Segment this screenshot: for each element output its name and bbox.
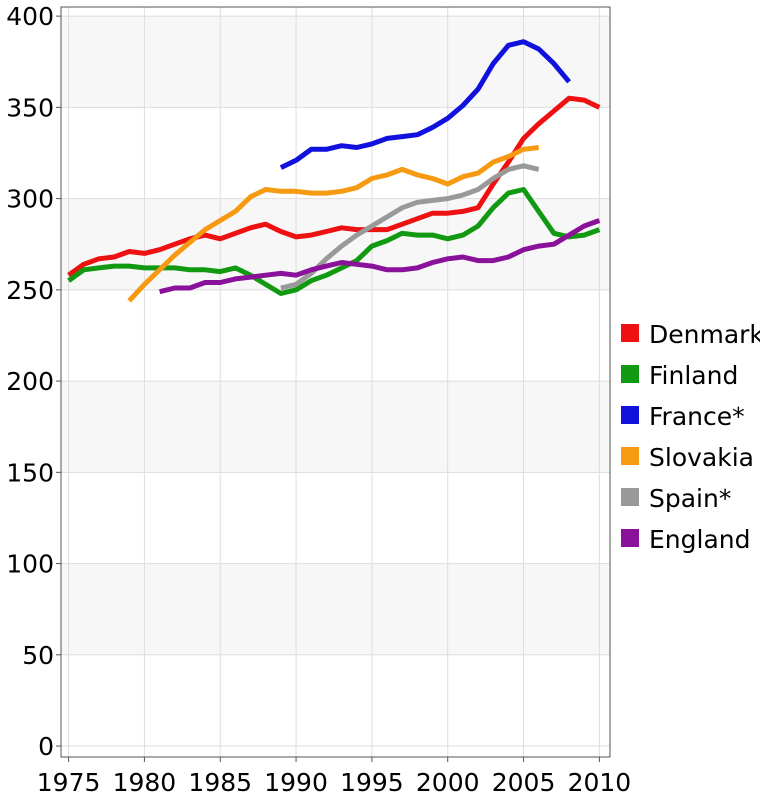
x-axis: 1975 1980 1985 1990 1995 2000 2005 2010 <box>37 757 631 797</box>
x-tick-label: 1975 <box>37 768 101 797</box>
legend-label-england: England <box>649 525 751 554</box>
legend-swatch-finland <box>621 365 639 383</box>
legend-swatch-england <box>621 529 639 547</box>
legend-label-france: France* <box>649 402 745 431</box>
legend-label-spain: Spain* <box>649 484 731 513</box>
y-tick-label: 350 <box>6 93 54 122</box>
series-line-finland <box>67 187 601 296</box>
grid-band <box>61 16 610 108</box>
y-axis: 0 50 100 150 200 250 300 350 400 <box>6 2 61 761</box>
y-tick-label: 300 <box>6 185 54 214</box>
legend: Denmark Finland France* Slovakia Spain* Engla… <box>621 320 760 554</box>
grid-band <box>61 563 610 655</box>
x-tick-label: 2005 <box>492 768 556 797</box>
y-tick-label: 50 <box>22 641 54 670</box>
grid-lines <box>61 7 610 757</box>
plot-border <box>60 6 611 758</box>
legend-swatch-slovakia <box>621 447 639 465</box>
x-tick-label: 1995 <box>340 768 404 797</box>
series-line-england <box>159 218 601 295</box>
series-line-slovakia <box>127 145 539 303</box>
y-tick-label: 250 <box>6 276 54 305</box>
legend-swatch-spain <box>621 488 639 506</box>
y-tick-label: 0 <box>38 732 54 761</box>
series-line-france <box>279 39 572 170</box>
x-tick-label: 2000 <box>416 768 480 797</box>
legend-swatch-france <box>621 406 639 424</box>
legend-label-finland: Finland <box>649 361 738 390</box>
x-tick-label: 1990 <box>264 768 328 797</box>
grid-band <box>61 381 610 473</box>
series-lines <box>67 39 601 303</box>
series-line-spain <box>280 163 540 291</box>
y-tick-label: 200 <box>6 367 54 396</box>
grid-band <box>61 198 610 290</box>
y-tick-label: 400 <box>6 2 54 31</box>
y-tick-label: 100 <box>6 550 54 579</box>
x-tick-label: 1985 <box>188 768 252 797</box>
y-tick-label: 150 <box>6 458 54 487</box>
x-tick-label: 1980 <box>113 768 177 797</box>
legend-label-slovakia: Slovakia <box>649 443 754 472</box>
legend-swatch-denmark <box>621 324 639 342</box>
x-tick-label: 2010 <box>568 768 632 797</box>
legend-label-denmark: Denmark <box>649 320 760 349</box>
